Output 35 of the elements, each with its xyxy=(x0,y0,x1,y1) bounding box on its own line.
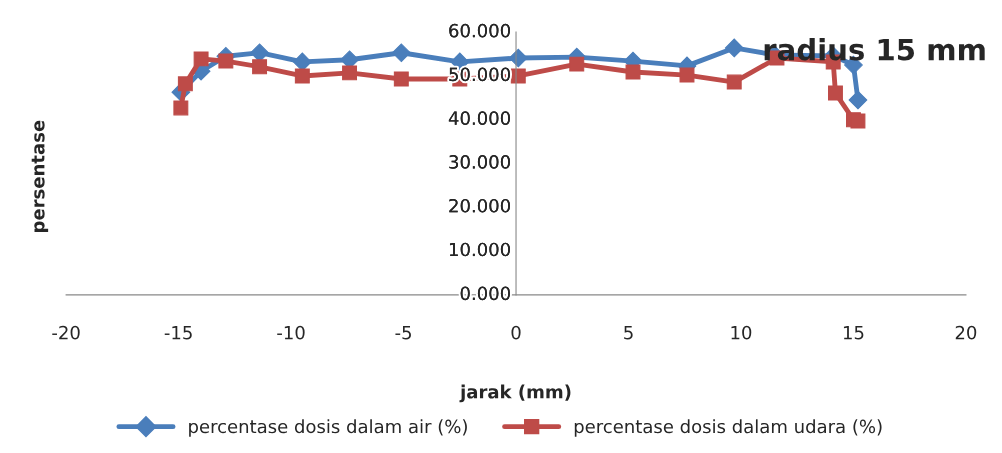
y-axis-title: persentase xyxy=(31,120,49,233)
x-axis-title: jarak (mm) xyxy=(459,384,571,403)
x-tick-label: 0 xyxy=(511,325,521,340)
point xyxy=(342,65,358,81)
point xyxy=(391,43,411,63)
y-tick-label: 20.000 xyxy=(449,198,510,213)
point xyxy=(827,85,843,101)
x-tick-label: -20 xyxy=(52,325,80,340)
x-tick-label: -5 xyxy=(395,326,411,340)
legend-label: percentase dosis dalam air (%) xyxy=(189,419,467,437)
point xyxy=(724,38,744,58)
y-tick-label: 40.000 xyxy=(448,111,510,125)
point xyxy=(294,68,310,84)
y-tick-label: 10.000 xyxy=(449,242,510,257)
x-tick-label: -10 xyxy=(277,325,305,340)
point xyxy=(173,100,189,116)
point xyxy=(393,71,409,87)
y-tick-label: 0.000 xyxy=(460,286,510,301)
y-tick-label: 60.000 xyxy=(449,23,510,38)
point xyxy=(850,113,866,129)
point xyxy=(679,67,695,83)
point xyxy=(218,53,234,69)
point xyxy=(193,51,209,67)
point xyxy=(726,74,742,90)
point xyxy=(177,76,193,92)
x-tick-label: 20 xyxy=(955,325,977,340)
legend-label: percentase dosis dalam udara (%) xyxy=(574,419,882,437)
x-tick-label: 5 xyxy=(624,326,633,340)
point xyxy=(848,90,868,110)
x-tick-label: 15 xyxy=(843,326,864,340)
x-tick-label: 10 xyxy=(731,325,752,340)
x-tick-label: -15 xyxy=(164,326,192,340)
point xyxy=(252,59,268,75)
point xyxy=(569,56,585,72)
y-tick-label: 30.000 xyxy=(449,155,510,169)
